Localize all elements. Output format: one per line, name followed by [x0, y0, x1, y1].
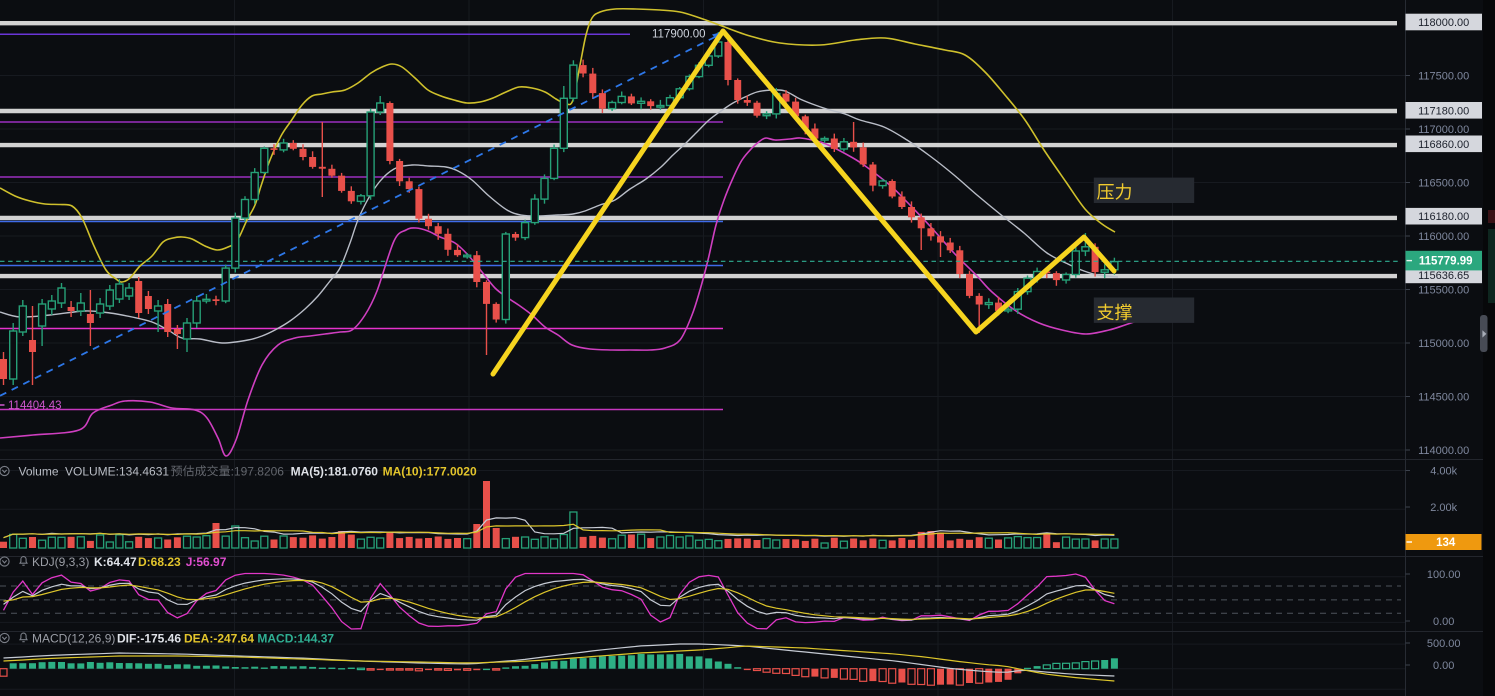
svg-text:115779.99: 115779.99: [1419, 256, 1473, 268]
svg-text:118000.00: 118000.00: [1418, 17, 1469, 29]
svg-text:VOLUME:134.4631: VOLUME:134.4631: [65, 464, 169, 478]
svg-text:115000.00: 115000.00: [1418, 338, 1469, 350]
svg-text:117900.00: 117900.00: [652, 29, 706, 41]
svg-text:500.00: 500.00: [1427, 638, 1461, 650]
svg-text:116180.00: 116180.00: [1418, 211, 1469, 223]
svg-text:116500.00: 116500.00: [1418, 178, 1469, 190]
svg-text:0.00: 0.00: [1433, 660, 1454, 672]
svg-text:114500.00: 114500.00: [1418, 392, 1469, 404]
svg-text:KDJ(9,3,3): KDJ(9,3,3): [32, 555, 89, 569]
svg-text:116860.00: 116860.00: [1418, 139, 1469, 151]
svg-text:2.00k: 2.00k: [1430, 502, 1457, 514]
svg-text:134: 134: [1436, 537, 1456, 549]
svg-text:J:56.97: J:56.97: [186, 555, 227, 569]
svg-text:D:68.23: D:68.23: [138, 555, 181, 569]
svg-text:100.00: 100.00: [1427, 569, 1461, 581]
svg-text::197.8206: :197.8206: [231, 464, 285, 478]
svg-text:117000.00: 117000.00: [1418, 124, 1469, 136]
svg-text:MACD(12,26,9): MACD(12,26,9): [32, 631, 115, 645]
svg-text:Volume: Volume: [19, 464, 59, 478]
svg-text:MA(5):181.0760: MA(5):181.0760: [291, 464, 379, 478]
svg-text:DIF:-175.46: DIF:-175.46: [117, 631, 181, 645]
svg-text:116000.00: 116000.00: [1418, 231, 1469, 243]
svg-text:117180.00: 117180.00: [1418, 105, 1469, 117]
svg-text:K:64.47: K:64.47: [94, 555, 137, 569]
svg-text:115500.00: 115500.00: [1418, 285, 1469, 297]
svg-text:114000.00: 114000.00: [1418, 445, 1469, 457]
svg-text:DEA:-247.64: DEA:-247.64: [184, 631, 254, 645]
svg-text:MA(10):177.0020: MA(10):177.0020: [383, 464, 477, 478]
svg-text:0.00: 0.00: [1433, 616, 1454, 628]
svg-text:115636.65: 115636.65: [1418, 270, 1469, 282]
svg-text:114404.43: 114404.43: [8, 400, 62, 412]
svg-text:4.00k: 4.00k: [1430, 466, 1457, 478]
svg-text:MACD:144.37: MACD:144.37: [257, 631, 334, 645]
svg-text:117500.00: 117500.00: [1418, 71, 1469, 83]
